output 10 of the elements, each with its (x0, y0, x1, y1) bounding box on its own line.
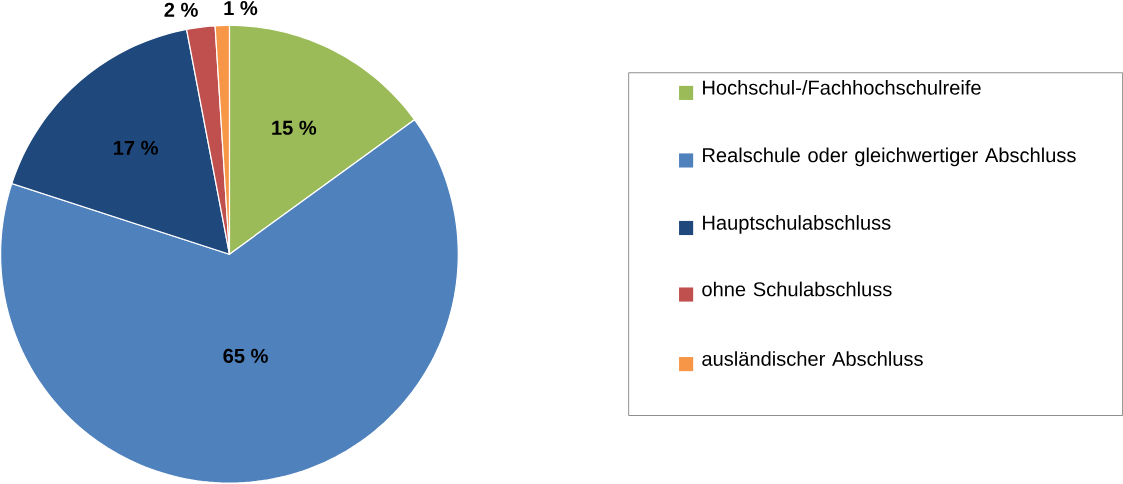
legend-label: ausländischer Abschluss (702, 351, 923, 367)
data-label: 1 % (224, 1, 258, 16)
legend-label: Hochschul-/Fachhochschulreife (703, 80, 981, 95)
data-label: 65 % (223, 349, 268, 364)
data-label: 17 % (114, 140, 158, 156)
data-label: 15 % (272, 120, 317, 136)
data-label: 2 % (164, 2, 198, 18)
legend-label: ohne Schulabschluss (702, 281, 892, 297)
legend-label: Realschule oder gleichwertiger Abschluss (703, 147, 1076, 167)
legend-label: Hauptschulabschluss (703, 215, 891, 235)
